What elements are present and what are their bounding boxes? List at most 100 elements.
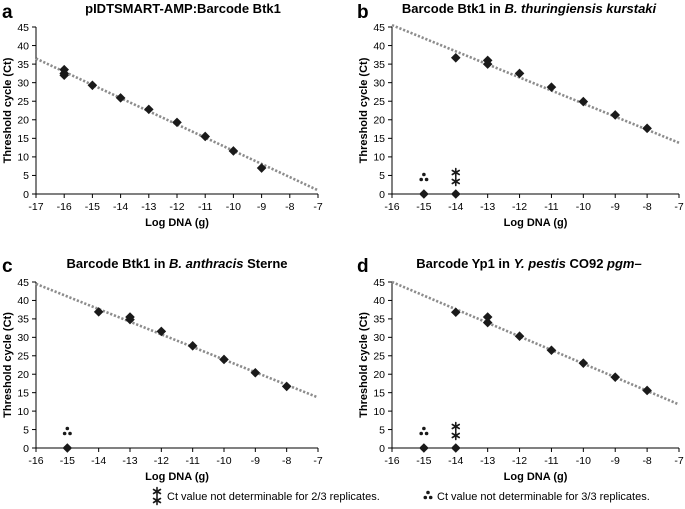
x-tick-label: -11 <box>198 201 213 213</box>
x-tick-label: -8 <box>642 201 651 213</box>
y-tick-label: 30 <box>373 77 385 89</box>
chart-title: Barcode Btk1 in B. anthracis Sterne <box>66 256 287 271</box>
undeterminable-asterisk <box>451 430 461 441</box>
chart-title: Barcode Yp1 in Y. pestis CO92 pgm– <box>416 256 641 271</box>
x-tick-label: -11 <box>185 455 200 467</box>
legend-3of3-text: Ct value not determinable for 3/3 replic… <box>437 491 650 503</box>
x-tick-label: -9 <box>611 455 620 467</box>
data-point <box>228 146 239 156</box>
y-tick-label: 10 <box>17 152 29 164</box>
y-tick-label: 10 <box>373 152 385 164</box>
data-point <box>281 381 292 392</box>
panel-letter: a <box>2 2 13 23</box>
chart-panel-a: a pIDTSMART-AMP:Barcode Btk1 0 5 10 15 20 25 30 3… <box>2 1 323 229</box>
data-point <box>87 80 98 91</box>
x-tick-label: -14 <box>91 455 106 467</box>
x-tick-label: -10 <box>226 201 241 213</box>
y-tick-label: 40 <box>373 295 385 307</box>
undeterminable-dot <box>428 495 433 500</box>
y-tick-label: 0 <box>23 189 29 201</box>
y-tick-label: 15 <box>373 387 385 399</box>
undeterminable-3of3-symbol <box>419 172 429 182</box>
undeterminable-point <box>419 443 429 453</box>
y-tick-label: 40 <box>17 295 29 307</box>
data-point <box>578 96 589 107</box>
x-tick-label: -12 <box>512 455 527 467</box>
x-axis-label: Log DNA (g) <box>145 217 209 229</box>
y-tick-label: 40 <box>373 40 385 52</box>
x-tick-label: -7 <box>674 455 683 467</box>
x-tick-label: -9 <box>257 201 266 213</box>
chart-title-part: CO92 <box>566 256 607 271</box>
data-point <box>187 341 198 351</box>
y-tick-label: 20 <box>373 115 385 127</box>
undeterminable-point <box>419 189 429 199</box>
x-axis-label: Log DNA (g) <box>504 471 568 483</box>
data-point <box>250 367 261 378</box>
y-tick-label: 15 <box>17 133 29 145</box>
y-axis-label: Threshold cycle (Ct) <box>2 312 14 418</box>
x-tick-label: -13 <box>141 201 156 213</box>
y-tick-label: 45 <box>17 277 29 289</box>
data-point <box>642 385 652 396</box>
data-point <box>546 82 557 92</box>
chart-title-part: Y. pestis <box>514 256 566 271</box>
chart-panel-c: c Barcode Btk1 in B. anthracis Sterne 0 5 10… <box>2 256 323 483</box>
y-tick-label: 10 <box>17 406 29 418</box>
undeterminable-3of3-symbol <box>419 426 429 436</box>
data-point <box>115 93 126 103</box>
data-point <box>642 123 652 134</box>
chart-panel-b: b Barcode Btk1 in B. thuringiensis kursta… <box>357 1 684 229</box>
undeterminable-dot <box>419 431 423 436</box>
x-tick-label: -9 <box>251 455 260 467</box>
y-tick-label: 35 <box>373 314 385 326</box>
y-tick-label: 35 <box>373 59 385 71</box>
undeterminable-point <box>62 443 73 453</box>
y-tick-label: 45 <box>373 277 385 289</box>
x-tick-label: -16 <box>384 201 399 213</box>
x-tick-label: -7 <box>313 455 322 467</box>
y-tick-label: 0 <box>379 443 385 455</box>
x-axis-label: Log DNA (g) <box>145 471 209 483</box>
data-point <box>578 358 589 368</box>
x-tick-label: -9 <box>611 201 620 213</box>
x-tick-label: -15 <box>60 455 75 467</box>
x-tick-label: -11 <box>544 455 559 467</box>
y-tick-label: 25 <box>373 96 385 108</box>
x-tick-label: -12 <box>154 455 169 467</box>
y-tick-label: 5 <box>379 170 385 182</box>
y-tick-label: 30 <box>17 332 29 344</box>
x-tick-label: -8 <box>285 201 294 213</box>
data-point <box>125 314 135 325</box>
data-point <box>546 345 557 356</box>
y-tick-label: 20 <box>17 115 29 127</box>
trendline <box>391 280 680 406</box>
x-tick-label: -16 <box>384 455 399 467</box>
undeterminable-3of3-symbol <box>62 426 72 436</box>
data-point <box>450 307 461 318</box>
chart-panel-d: d Barcode Yp1 in Y. pestis CO92 pgm– 0 5 10 1… <box>357 256 684 483</box>
x-tick-label: -15 <box>85 201 100 213</box>
x-tick-label: -10 <box>576 455 591 467</box>
y-tick-label: 30 <box>373 332 385 344</box>
undeterminable-dot <box>426 490 430 495</box>
data-point <box>144 104 154 115</box>
legend-3of3-symbol <box>423 490 433 500</box>
undeterminable-dot <box>422 426 426 431</box>
data-point <box>610 110 621 120</box>
y-tick-label: 15 <box>17 387 29 399</box>
data-point <box>514 68 525 79</box>
legend: Ct value not determinable for 2/3 replic… <box>152 486 650 506</box>
y-tick-label: 0 <box>379 189 385 201</box>
undeterminable-dot <box>423 495 428 500</box>
data-point <box>200 131 210 142</box>
trendline <box>391 23 680 144</box>
chart-title-part: Barcode Btk1 in <box>66 256 169 271</box>
y-tick-label: 25 <box>17 96 29 108</box>
y-tick-label: 20 <box>373 369 385 381</box>
x-tick-label: -13 <box>480 455 495 467</box>
undeterminable-dot <box>424 177 429 182</box>
x-tick-label: -15 <box>416 455 431 467</box>
x-tick-label: -14 <box>448 455 463 467</box>
chart-title-part: B. thuringiensis kurstaki <box>504 1 656 16</box>
